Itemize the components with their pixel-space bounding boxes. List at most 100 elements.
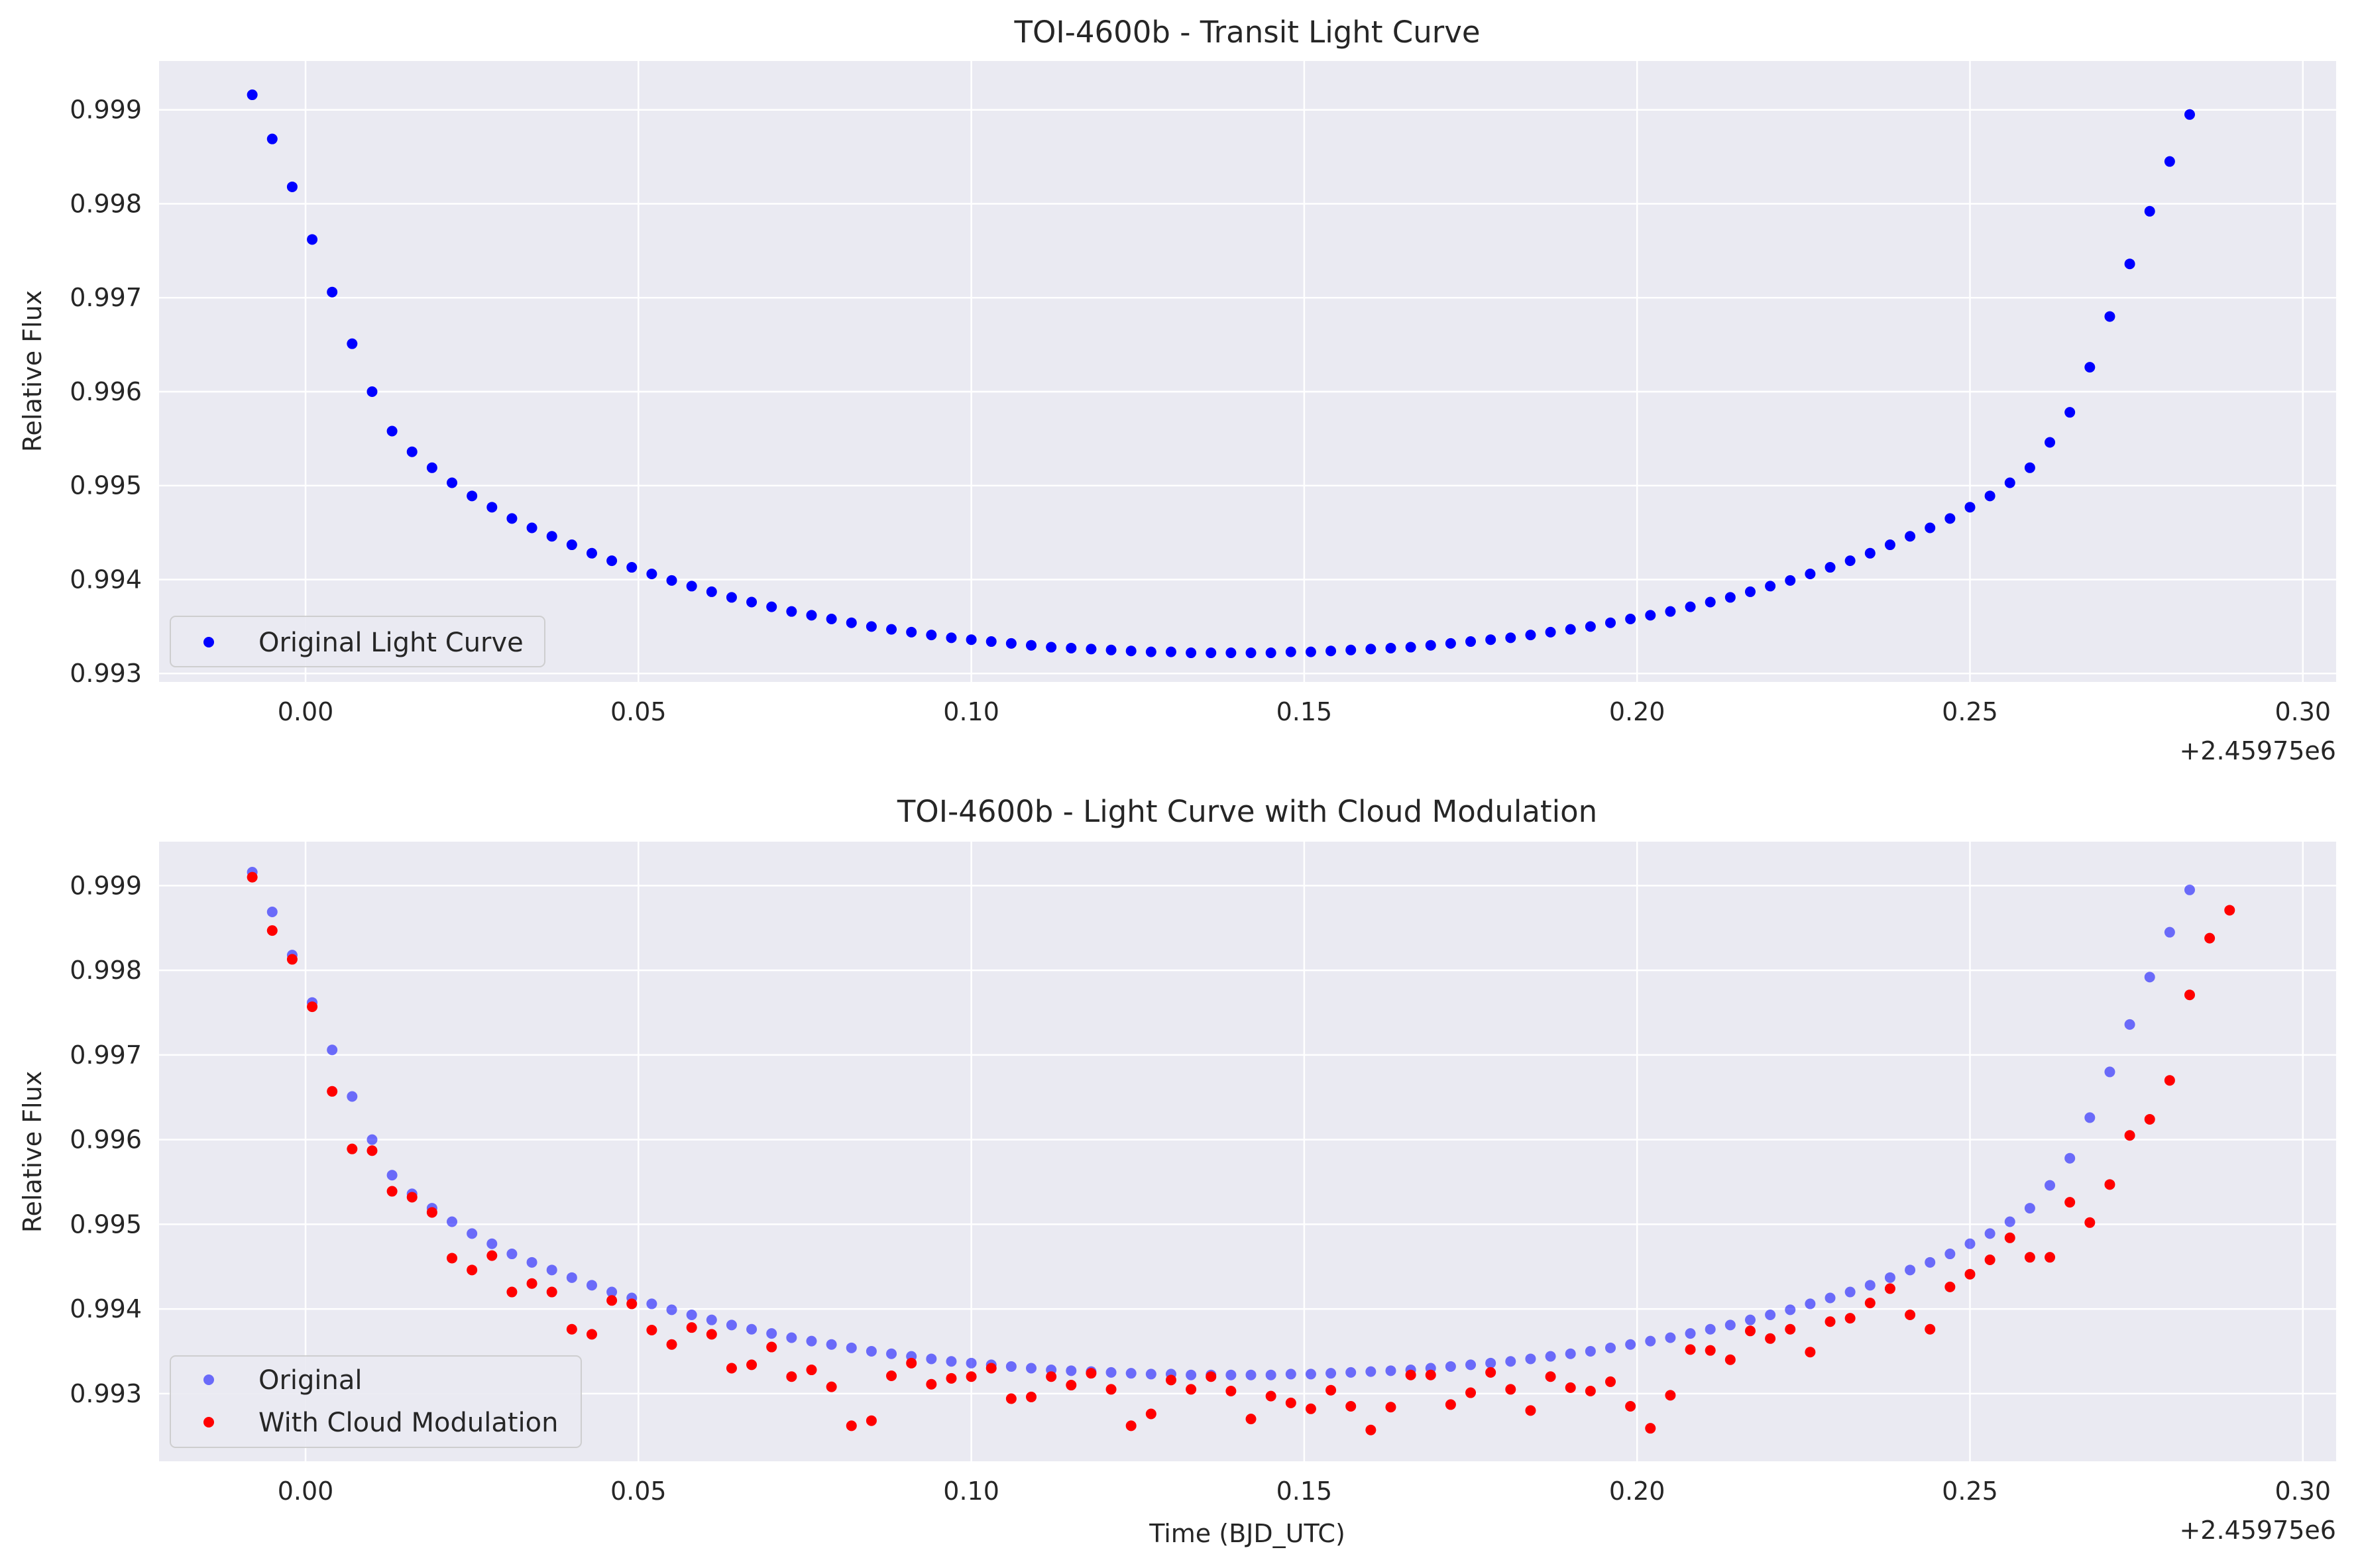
point-original-light-curve [1285,646,1296,657]
point-with-cloud-modulation [926,1378,937,1390]
point-with-cloud-modulation [2084,1217,2096,1228]
point-with-cloud-modulation [806,1365,817,1376]
x-tick-label: 0.00 [278,1477,334,1506]
point-with-cloud-modulation [1465,1387,1477,1398]
point-with-cloud-modulation [2024,1252,2035,1263]
x-axis-ticks: 0.00 0.05 0.10 0.15 0.20 0.25 0.30 [278,1477,2331,1506]
point-original-light-curve [1925,522,1936,533]
point-original-light-curve [1864,547,1876,559]
point-original-light-curve [1744,586,1756,597]
y-tick-label: 0.995 [70,471,142,500]
point-with-cloud-modulation [746,1359,758,1371]
y-tick-label: 0.998 [70,956,142,985]
point-with-cloud-modulation [1984,1254,1996,1265]
point-original-light-curve [2084,362,2096,373]
point-with-cloud-modulation [1884,1283,1895,1294]
point-original-light-curve [1545,626,1556,638]
point-original-light-curve [906,626,917,638]
point-with-cloud-modulation [626,1298,638,1310]
point-original-light-curve [1585,621,1596,632]
legend: Original With Cloud Modulation [170,1355,582,1448]
point-with-cloud-modulation [2204,932,2216,944]
point-original-light-curve [546,531,557,542]
point-with-cloud-modulation [966,1371,977,1382]
point-with-cloud-modulation [2164,1075,2175,1086]
point-with-cloud-modulation [1844,1313,1856,1324]
point-original [1245,1369,1257,1380]
point-original [1325,1368,1337,1379]
point-original-light-curve [2024,462,2035,473]
point-original-light-curve [1186,647,1197,659]
point-with-cloud-modulation [1225,1385,1237,1396]
point-original [746,1323,758,1335]
point-with-cloud-modulation [526,1278,537,1289]
point-original-light-curve [686,581,697,592]
point-with-cloud-modulation [347,1143,358,1154]
point-with-cloud-modulation [1345,1400,1357,1412]
point-original-light-curve [1884,539,1895,551]
point-with-cloud-modulation [247,871,258,883]
x-tick-label: 0.05 [610,697,667,726]
cloud-modulation-panel: TOI-4600b - Light Curve with Cloud Modul… [18,794,2336,1548]
point-original [2184,884,2195,895]
point-original-light-curve [1944,513,1956,524]
point-original [1125,1368,1137,1379]
data-points [247,89,2195,659]
point-original-light-curve [606,555,618,567]
point-original [467,1228,478,1239]
point-original-light-curve [247,89,258,101]
point-original-light-curve [726,592,737,603]
point-with-cloud-modulation [906,1357,917,1369]
point-original-light-curve [486,502,498,513]
point-with-cloud-modulation [1605,1376,1616,1387]
point-with-cloud-modulation [1026,1391,1037,1402]
x-axis-offset-label: +2.45975e6 [2179,1516,2336,1545]
point-original [1565,1348,1576,1359]
point-original-light-curve [666,575,677,586]
point-original [1744,1314,1756,1325]
y-tick-label: 0.997 [70,283,142,312]
y-tick-label: 0.993 [70,1379,142,1408]
point-with-cloud-modulation [406,1192,418,1203]
point-with-cloud-modulation [546,1286,557,1298]
x-tick-label: 0.30 [2275,1477,2331,1506]
point-with-cloud-modulation [1086,1368,1097,1379]
point-original [506,1249,518,1260]
point-original [1844,1286,1856,1298]
point-original-light-curve [1465,636,1477,647]
legend-label: With Cloud Modulation [258,1408,558,1438]
point-with-cloud-modulation [286,954,298,965]
point-original-light-curve [447,477,458,488]
point-original [1026,1363,1037,1374]
point-with-cloud-modulation [1105,1384,1117,1395]
point-with-cloud-modulation [866,1415,877,1426]
point-original-light-curve [1105,644,1117,655]
point-original [546,1264,557,1276]
point-original [1265,1369,1276,1380]
point-original [2104,1066,2115,1078]
point-original [1585,1345,1596,1357]
point-original [1505,1356,1516,1367]
transit-light-curve-panel: TOI-4600b - Transit Light Curve 0.00 0.05… [18,15,2336,765]
point-original-light-curve [985,636,997,647]
point-original [1765,1310,1776,1321]
point-original [2084,1112,2096,1123]
data-points [247,866,2235,1435]
point-with-cloud-modulation [2045,1252,2056,1263]
point-original [1605,1342,1616,1353]
point-original-light-curve [1225,647,1237,659]
point-original-light-curve [1645,610,1656,621]
point-original-light-curve [1125,645,1137,657]
point-original-light-curve [806,610,817,621]
point-original-light-curve [1625,614,1636,625]
point-with-cloud-modulation [726,1363,737,1374]
x-tick-label: 0.15 [1276,697,1333,726]
point-original [2144,972,2155,983]
point-original-light-curve [2184,109,2195,120]
point-original [1545,1351,1556,1362]
point-with-cloud-modulation [1125,1420,1137,1431]
point-with-cloud-modulation [1545,1371,1556,1382]
point-original [1145,1369,1156,1380]
point-original-light-curve [506,513,518,524]
